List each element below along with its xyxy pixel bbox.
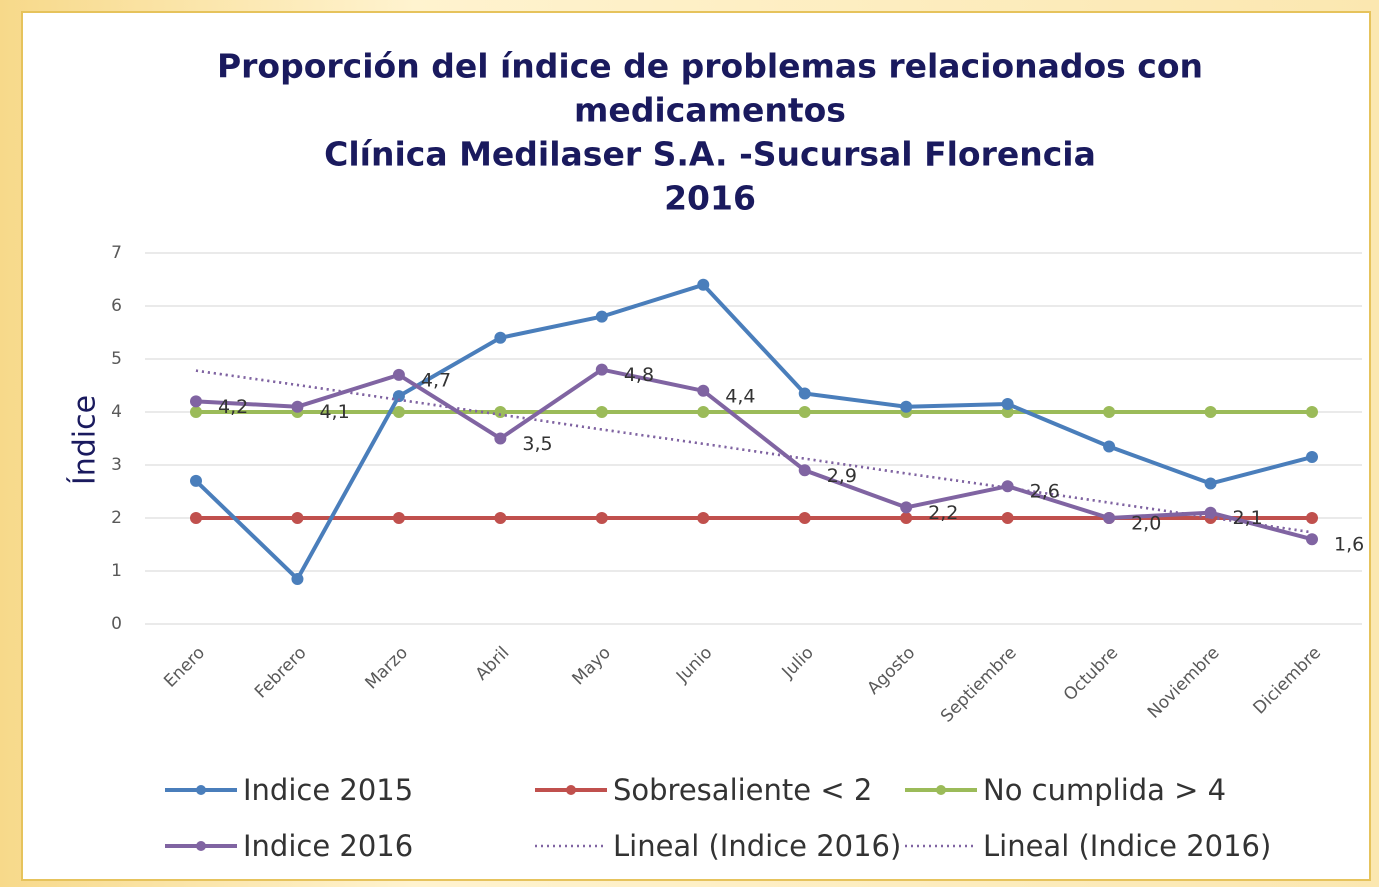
- chart-area: [21, 11, 1371, 881]
- chart-title: medicamentos: [574, 91, 846, 130]
- marker: [798, 512, 811, 524]
- marker: [494, 432, 507, 445]
- marker: [1204, 406, 1217, 418]
- marker: [595, 406, 608, 418]
- marker: [1306, 406, 1318, 418]
- trend-line: [195, 369, 1313, 534]
- marker: [1204, 477, 1217, 490]
- marker: [798, 387, 811, 400]
- y-tick-label: 7: [111, 243, 122, 263]
- marker: [494, 512, 507, 524]
- marker: [798, 406, 811, 418]
- legend-label: No cumplida > 4: [983, 773, 1226, 807]
- marker: [190, 406, 202, 418]
- marker: [291, 400, 304, 413]
- marker: [392, 368, 405, 381]
- data-label: 2,2: [928, 502, 958, 524]
- data-label: 3,5: [522, 433, 552, 455]
- legend-label: Lineal (Indice 2016): [983, 829, 1271, 863]
- marker: [494, 331, 507, 344]
- legend-label: Indice 2016: [243, 829, 413, 863]
- chart-title: 2016: [664, 179, 756, 218]
- marker: [900, 512, 913, 524]
- marker: [1103, 440, 1116, 453]
- y-tick-label: 4: [111, 402, 122, 422]
- data-label: 2,1: [1233, 507, 1263, 529]
- marker: [1306, 533, 1318, 546]
- y-tick-label: 3: [111, 455, 122, 475]
- marker: [1103, 406, 1116, 418]
- legend-marker: [566, 785, 576, 795]
- marker: [595, 512, 608, 524]
- y-tick-label: 5: [111, 349, 122, 369]
- marker: [697, 384, 710, 397]
- marker: [494, 406, 507, 418]
- marker: [392, 512, 405, 524]
- marker: [392, 406, 405, 418]
- marker: [1306, 512, 1318, 524]
- data-label: 2,6: [1030, 481, 1060, 503]
- marker: [291, 512, 304, 524]
- marker: [291, 572, 304, 585]
- legend-label: Sobresaliente < 2: [613, 773, 872, 807]
- y-tick-label: 2: [111, 508, 122, 528]
- data-label: 2,9: [827, 465, 857, 487]
- data-label: 4,7: [421, 369, 451, 391]
- data-label: 4,2: [218, 396, 248, 418]
- data-label: 1,6: [1334, 534, 1364, 556]
- y-tick-label: 0: [111, 614, 122, 634]
- marker: [190, 395, 202, 408]
- marker: [1001, 512, 1014, 524]
- legend-marker: [196, 785, 206, 795]
- series-line: [194, 282, 1313, 583]
- data-label: 2,0: [1131, 513, 1161, 535]
- marker: [1001, 398, 1014, 411]
- marker: [900, 501, 913, 514]
- legend-label: Indice 2015: [243, 773, 413, 807]
- series-line: [195, 367, 1313, 542]
- data-label: 4,8: [624, 364, 654, 386]
- marker: [1103, 512, 1116, 524]
- y-tick-label: 6: [111, 296, 122, 316]
- marker: [798, 464, 811, 477]
- data-label: 4,1: [319, 401, 349, 423]
- marker: [190, 474, 202, 487]
- chart-title: Clínica Medilaser S.A. -Sucursal Florenc…: [324, 135, 1096, 174]
- marker: [392, 390, 405, 403]
- data-label: 4,4: [725, 385, 755, 407]
- marker: [1306, 451, 1318, 464]
- y-axis-label: Índice: [67, 395, 103, 485]
- marker: [595, 310, 608, 323]
- marker: [1204, 506, 1217, 519]
- marker: [900, 400, 913, 413]
- marker: [595, 363, 608, 376]
- marker: [1001, 480, 1014, 493]
- legend-marker: [936, 785, 946, 795]
- marker: [697, 512, 710, 524]
- chart-title: Proporción del índice de problemas relac…: [217, 47, 1203, 86]
- legend-label: Lineal (Indice 2016): [613, 829, 901, 863]
- y-tick-label: 1: [111, 561, 122, 581]
- marker: [697, 406, 710, 418]
- marker: [697, 278, 710, 291]
- marker: [190, 512, 202, 524]
- legend-marker: [196, 841, 206, 851]
